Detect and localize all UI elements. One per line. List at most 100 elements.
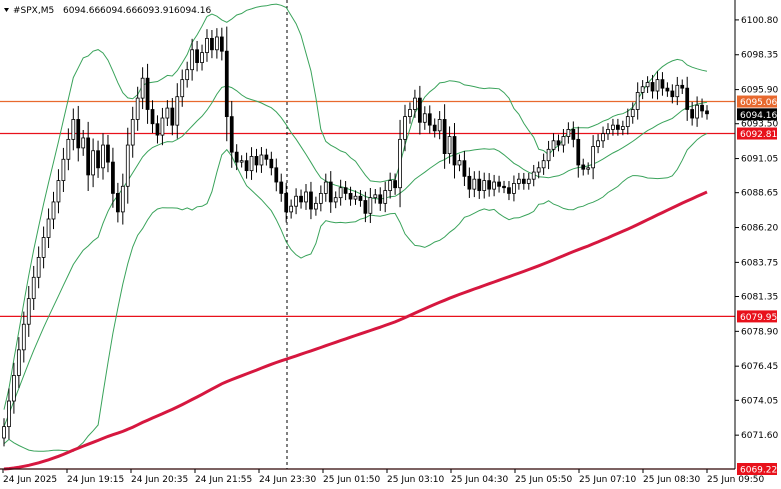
- candle[interactable]: [215, 28, 219, 59]
- candle[interactable]: [586, 162, 591, 175]
- candle[interactable]: [348, 186, 353, 206]
- candle[interactable]: [343, 181, 348, 201]
- candle[interactable]: [135, 86, 140, 131]
- candle[interactable]: [130, 106, 135, 158]
- candle[interactable]: [239, 155, 244, 168]
- candle[interactable]: [413, 89, 417, 118]
- candle[interactable]: [477, 170, 482, 199]
- candle[interactable]: [234, 144, 239, 171]
- candle[interactable]: [106, 134, 110, 173]
- candle[interactable]: [472, 171, 477, 198]
- candle[interactable]: [616, 118, 620, 136]
- candle[interactable]: [145, 63, 150, 124]
- candle[interactable]: [403, 104, 407, 152]
- candle[interactable]: [36, 246, 41, 289]
- candle[interactable]: [205, 29, 209, 62]
- candle[interactable]: [165, 100, 170, 126]
- candle[interactable]: [269, 151, 274, 176]
- candle[interactable]: [66, 128, 71, 171]
- candle[interactable]: [309, 181, 313, 220]
- candle[interactable]: [581, 158, 586, 176]
- candle[interactable]: [695, 96, 699, 127]
- candle[interactable]: [620, 120, 625, 136]
- candle[interactable]: [378, 187, 383, 211]
- candle[interactable]: [650, 74, 655, 99]
- candle[interactable]: [526, 172, 531, 190]
- candle[interactable]: [452, 123, 457, 179]
- candle[interactable]: [56, 169, 61, 214]
- candle[interactable]: [7, 388, 11, 440]
- candle[interactable]: [328, 171, 333, 213]
- candle[interactable]: [576, 126, 581, 178]
- candle[interactable]: [368, 187, 373, 223]
- candle[interactable]: [546, 140, 551, 170]
- candle[interactable]: [640, 80, 645, 100]
- candle[interactable]: [111, 147, 115, 208]
- candle[interactable]: [591, 135, 596, 180]
- candle[interactable]: [160, 107, 165, 146]
- candle[interactable]: [417, 85, 422, 135]
- candle[interactable]: [101, 133, 105, 180]
- candle[interactable]: [601, 126, 605, 148]
- candle[interactable]: [675, 76, 680, 106]
- candle[interactable]: [125, 127, 130, 204]
- candle[interactable]: [190, 38, 195, 81]
- candle[interactable]: [561, 128, 566, 153]
- candle[interactable]: [383, 181, 388, 213]
- candle[interactable]: [155, 115, 160, 144]
- candle[interactable]: [294, 188, 298, 215]
- candle[interactable]: [358, 189, 363, 207]
- candle[interactable]: [21, 311, 26, 363]
- candle[interactable]: [16, 337, 21, 389]
- candle[interactable]: [521, 172, 526, 190]
- candle[interactable]: [254, 148, 259, 173]
- candle[interactable]: [502, 180, 506, 194]
- candle[interactable]: [259, 147, 264, 173]
- candle[interactable]: [91, 138, 95, 188]
- candle[interactable]: [507, 181, 511, 201]
- candle[interactable]: [680, 79, 685, 94]
- candle[interactable]: [487, 173, 492, 197]
- candle[interactable]: [304, 184, 308, 210]
- candle[interactable]: [611, 118, 615, 136]
- candle[interactable]: [457, 154, 462, 172]
- candle[interactable]: [150, 100, 155, 133]
- candle[interactable]: [363, 191, 368, 223]
- candle[interactable]: [660, 72, 665, 96]
- candle[interactable]: [492, 174, 496, 197]
- candle[interactable]: [195, 40, 199, 72]
- candle[interactable]: [314, 196, 318, 216]
- candle[interactable]: [665, 82, 670, 97]
- candle[interactable]: [229, 100, 234, 168]
- candle[interactable]: [408, 102, 412, 124]
- candle[interactable]: [462, 151, 467, 187]
- candle[interactable]: [690, 101, 695, 126]
- candle[interactable]: [318, 185, 323, 212]
- candle[interactable]: [96, 140, 100, 178]
- candle[interactable]: [596, 134, 600, 154]
- candle[interactable]: [700, 98, 704, 118]
- candle[interactable]: [81, 129, 86, 156]
- candle[interactable]: [71, 108, 76, 151]
- candle[interactable]: [422, 106, 427, 130]
- candle[interactable]: [393, 173, 397, 195]
- candle[interactable]: [437, 111, 442, 140]
- candle[interactable]: [427, 105, 432, 134]
- candle[interactable]: [536, 161, 541, 179]
- candle[interactable]: [26, 285, 31, 337]
- candle[interactable]: [185, 61, 190, 88]
- candle[interactable]: [76, 105, 81, 162]
- candle[interactable]: [442, 104, 447, 169]
- candle[interactable]: [249, 147, 254, 180]
- candle[interactable]: [556, 134, 561, 152]
- candle[interactable]: [353, 190, 358, 205]
- candle[interactable]: [323, 173, 328, 202]
- candle[interactable]: [284, 182, 289, 223]
- candle[interactable]: [46, 208, 51, 249]
- candle[interactable]: [630, 102, 635, 124]
- candle[interactable]: [432, 118, 437, 138]
- candle[interactable]: [512, 175, 516, 202]
- candle[interactable]: [274, 158, 279, 192]
- candle[interactable]: [541, 153, 546, 175]
